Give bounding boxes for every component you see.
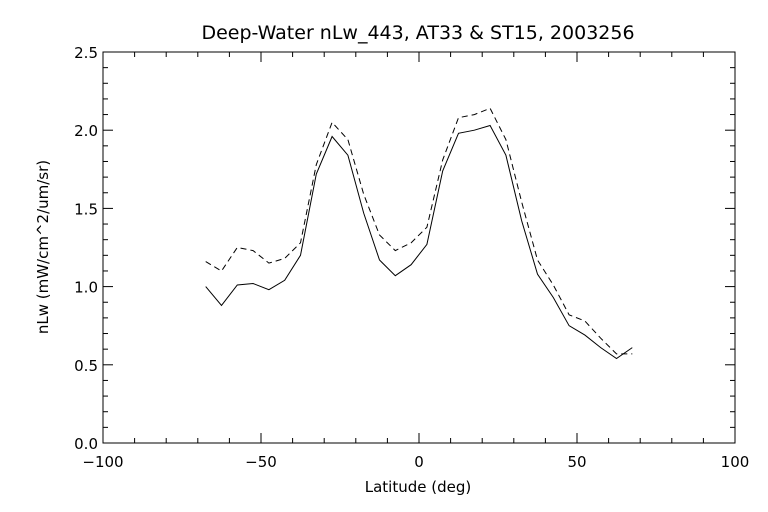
y-tick-label: 2.0 <box>74 122 98 140</box>
plot-frame <box>102 51 736 444</box>
y-tick-label: 2.5 <box>74 44 98 62</box>
x-tick-label: 50 <box>567 453 586 471</box>
x-tick-label: −100 <box>82 453 123 471</box>
x-axis-label: Latitude (deg) <box>365 478 471 496</box>
y-tick-label: 0.0 <box>74 435 98 453</box>
series-layer <box>205 107 633 360</box>
y-axis-label: nLw (mW/cm^2/um/sr) <box>34 160 52 334</box>
axis-ticks: −100 −50 0 50 100 0.0 0.5 1.0 1.5 2.0 2.5 <box>74 44 749 471</box>
y-tick-label: 0.5 <box>74 357 98 375</box>
x-tick-label: −50 <box>245 453 277 471</box>
chart-title: Deep-Water nLw_443, AT33 & ST15, 2003256 <box>201 22 634 44</box>
y-tick-label: 1.0 <box>74 279 98 297</box>
x-tick-label: 0 <box>414 453 424 471</box>
series-line-2 <box>205 107 633 355</box>
y-tick-label: 1.5 <box>74 200 98 218</box>
series-line-1 <box>205 124 633 360</box>
x-tick-label: 100 <box>721 453 750 471</box>
